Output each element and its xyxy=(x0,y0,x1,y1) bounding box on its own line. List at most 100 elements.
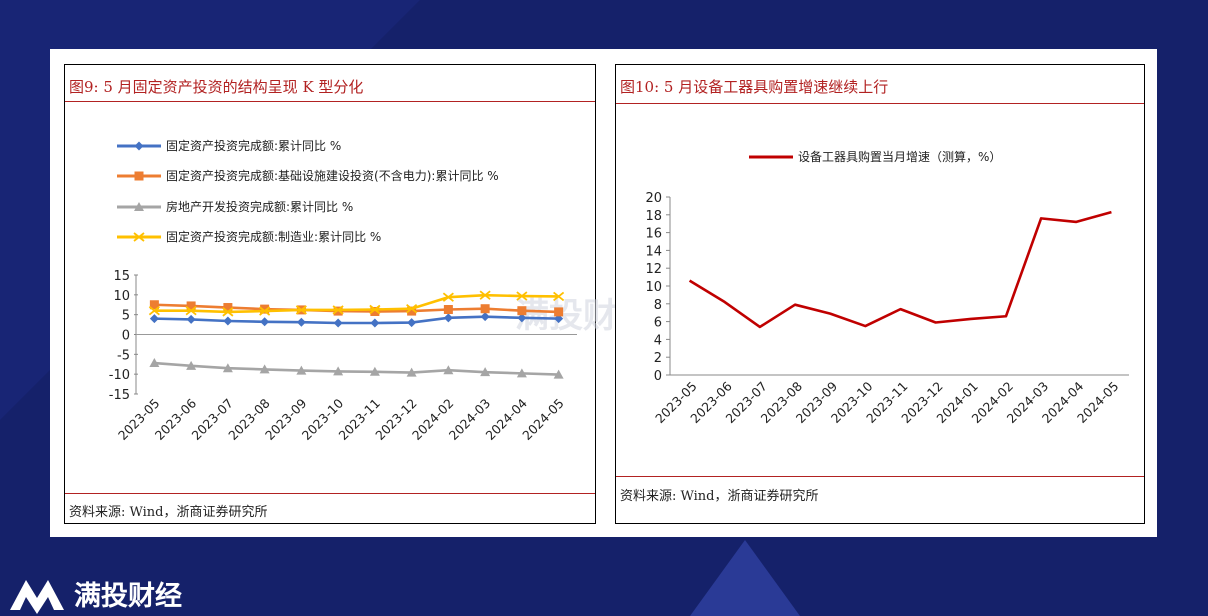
series-line xyxy=(154,293,559,314)
source-rule xyxy=(616,476,1144,477)
point-marker xyxy=(148,305,160,316)
point-marker xyxy=(443,313,453,323)
point-marker xyxy=(259,306,271,316)
point-marker xyxy=(134,202,144,211)
point-marker xyxy=(369,366,380,376)
left-chart-title: 图9: 5 月固定资产投资的结构呈现 K 型分化 xyxy=(69,78,364,96)
point-marker xyxy=(517,306,527,316)
marker-stroke xyxy=(553,291,565,302)
right-legend: 设备工器具购置当月增速（测算，%） xyxy=(749,149,1001,164)
point-marker xyxy=(480,312,490,322)
y-tick-label: 18 xyxy=(645,209,662,224)
point-marker xyxy=(333,318,343,328)
point-marker xyxy=(480,367,491,377)
series-line xyxy=(154,361,559,376)
left-source: 资料来源: Wind，浙商证券研究所 xyxy=(69,505,268,520)
point-marker xyxy=(406,367,417,377)
point-marker xyxy=(222,307,234,317)
point-marker xyxy=(332,305,344,315)
point-marker xyxy=(333,366,344,376)
report-card: 图9: 5 月固定资产投资的结构呈现 K 型分化 满投财经 固定资产投资完成额:… xyxy=(50,49,1157,537)
right-source: 资料来源: Wind，浙商证券研究所 xyxy=(620,489,819,504)
y-tick-label: -10 xyxy=(109,368,130,383)
marker-stroke xyxy=(295,305,307,315)
series-line xyxy=(688,210,1112,329)
legend-label: 固定资产投资完成额:累计同比 % xyxy=(166,138,341,153)
left-legend: 固定资产投资完成额:累计同比 % 固定资产投资完成额:基础设施建设投资(不含电力)… xyxy=(117,138,499,244)
y-tick-label: 10 xyxy=(113,289,130,304)
point-marker xyxy=(517,313,527,323)
y-tick-label: 14 xyxy=(645,244,662,259)
series-line xyxy=(154,303,559,314)
marker-stroke xyxy=(516,291,528,301)
left-chart-panel: 图9: 5 月固定资产投资的结构呈现 K 型分化 满投财经 固定资产投资完成额:… xyxy=(64,64,651,524)
left-plot-area: 151050-5-10-152023-052023-062023-072023-… xyxy=(109,269,577,443)
y-tick-label: -15 xyxy=(109,388,130,403)
point-marker xyxy=(222,363,233,373)
point-marker xyxy=(370,318,380,328)
point-marker xyxy=(186,314,196,324)
title-rule xyxy=(616,103,1144,104)
point-marker xyxy=(554,307,564,317)
y-tick-label: -5 xyxy=(117,348,130,363)
y-tick-label: 0 xyxy=(122,329,130,344)
legend-label: 固定资产投资完成额:制造业:累计同比 % xyxy=(166,229,381,244)
legend-label: 房地产开发投资完成额:累计同比 % xyxy=(166,199,353,214)
y-tick-label: 16 xyxy=(645,227,662,242)
marker-stroke xyxy=(332,305,344,315)
point-marker xyxy=(480,304,490,314)
brand-logo: 满投财经 xyxy=(6,572,182,614)
point-marker xyxy=(370,306,380,316)
y-tick-label: 10 xyxy=(645,280,662,295)
point-marker xyxy=(296,365,307,375)
point-marker xyxy=(516,291,528,301)
y-tick-label: 5 xyxy=(122,309,130,324)
marker-stroke xyxy=(259,306,271,316)
point-marker xyxy=(260,304,270,314)
brand-name: 满投财经 xyxy=(74,580,182,612)
y-tick-label: 12 xyxy=(645,262,662,277)
marker-stroke xyxy=(222,307,234,317)
point-marker xyxy=(407,306,417,316)
point-marker xyxy=(406,304,418,314)
point-marker xyxy=(443,305,453,315)
marker-stroke xyxy=(185,305,197,316)
right-chart: 设备工器具购置当月增速（测算，%） 201816141210864202023-… xyxy=(645,149,1129,426)
point-marker xyxy=(259,364,270,374)
background-decoration-bottom xyxy=(690,540,800,616)
point-marker xyxy=(296,317,306,327)
point-marker xyxy=(186,301,196,311)
marker-stroke xyxy=(369,304,381,315)
source-rule xyxy=(65,493,595,494)
point-marker xyxy=(185,305,197,316)
y-tick-label: 15 xyxy=(113,269,130,284)
right-chart-panel: 图10: 5 月设备工器具购置增速继续上行 设备工器具购置当月增速（测算，%） … xyxy=(615,64,1145,524)
point-marker xyxy=(295,305,307,315)
y-tick-label: 8 xyxy=(654,298,662,313)
legend-label: 固定资产投资完成额:基础设施建设投资(不含电力):累计同比 % xyxy=(166,168,499,183)
point-marker xyxy=(479,290,491,300)
brand-m-icon xyxy=(10,580,64,614)
point-marker xyxy=(149,358,160,368)
point-marker xyxy=(134,141,144,151)
point-marker xyxy=(133,232,145,242)
y-tick-label: 20 xyxy=(645,191,662,206)
y-tick-label: 6 xyxy=(654,316,662,331)
point-marker xyxy=(223,303,233,313)
point-marker xyxy=(149,314,159,324)
point-marker xyxy=(442,292,454,302)
right-chart-title: 图10: 5 月设备工器具购置增速继续上行 xyxy=(620,78,889,96)
point-marker xyxy=(553,291,565,302)
y-tick-label: 2 xyxy=(654,351,662,366)
point-marker xyxy=(223,316,233,326)
point-marker xyxy=(443,365,454,375)
legend-label: 设备工器具购置当月增速（测算，%） xyxy=(798,149,1001,164)
y-tick-label: 4 xyxy=(654,333,662,348)
title-rule xyxy=(65,101,595,102)
right-plot-area: 201816141210864202023-052023-062023-0720… xyxy=(645,191,1129,426)
left-chart: 满投财经 固定资产投资完成额:累计同比 %固定资产投资完成额:基础设施建设投资(… xyxy=(109,138,651,443)
marker-stroke xyxy=(133,232,145,242)
point-marker xyxy=(149,300,159,310)
point-marker xyxy=(186,360,197,370)
point-marker xyxy=(369,304,381,315)
